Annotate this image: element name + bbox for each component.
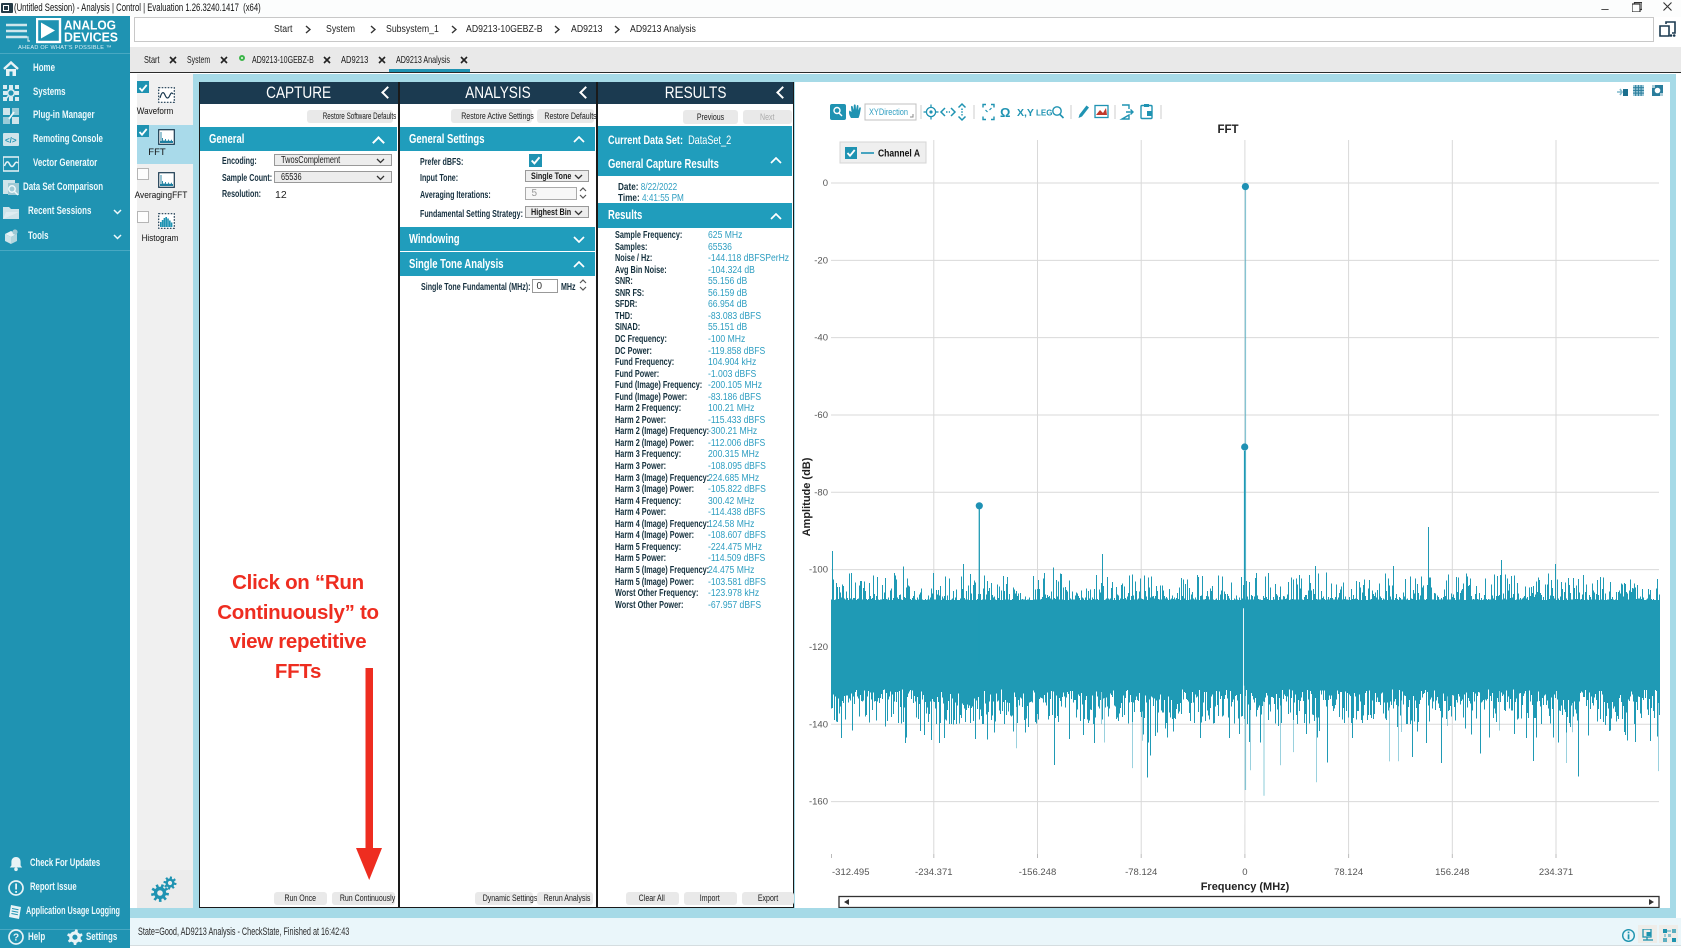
svg-text:0: 0 xyxy=(823,178,828,189)
svg-text:XYDirection: XYDirection xyxy=(869,106,908,117)
svg-text:-234.371: -234.371 xyxy=(915,867,953,878)
svg-text:ANALOG: ANALOG xyxy=(64,19,116,33)
svg-text:?: ? xyxy=(13,933,19,944)
svg-text:-160: -160 xyxy=(809,797,828,808)
svg-text:-120: -120 xyxy=(809,642,828,653)
svg-text:Amplitude (dB): Amplitude (dB) xyxy=(801,457,813,536)
svg-text:FFT: FFT xyxy=(1217,124,1238,136)
svg-text:Channel A: Channel A xyxy=(878,148,920,160)
svg-text:</>: </> xyxy=(5,136,17,145)
svg-text:-100: -100 xyxy=(809,565,828,576)
svg-text:156.248: 156.248 xyxy=(1435,867,1469,878)
svg-text:X,Y: X,Y xyxy=(1017,107,1034,119)
svg-text:78.124: 78.124 xyxy=(1334,867,1363,878)
svg-text:-40: -40 xyxy=(814,333,828,344)
svg-text:-78.124: -78.124 xyxy=(1125,867,1157,878)
svg-text:Ω: Ω xyxy=(1000,105,1010,120)
svg-text:-312.495: -312.495 xyxy=(832,867,870,878)
svg-text:-140: -140 xyxy=(809,719,828,730)
svg-text:-80: -80 xyxy=(814,487,828,498)
svg-text:LEG: LEG xyxy=(1036,109,1052,118)
svg-text:DEVICES: DEVICES xyxy=(64,31,118,45)
svg-text:-20: -20 xyxy=(814,255,828,266)
svg-text:Frequency (MHz): Frequency (MHz) xyxy=(1201,881,1290,893)
svg-text:-60: -60 xyxy=(814,410,828,421)
svg-text:-156.248: -156.248 xyxy=(1019,867,1057,878)
svg-text:234.371: 234.371 xyxy=(1539,867,1573,878)
svg-text:0: 0 xyxy=(1242,867,1247,878)
